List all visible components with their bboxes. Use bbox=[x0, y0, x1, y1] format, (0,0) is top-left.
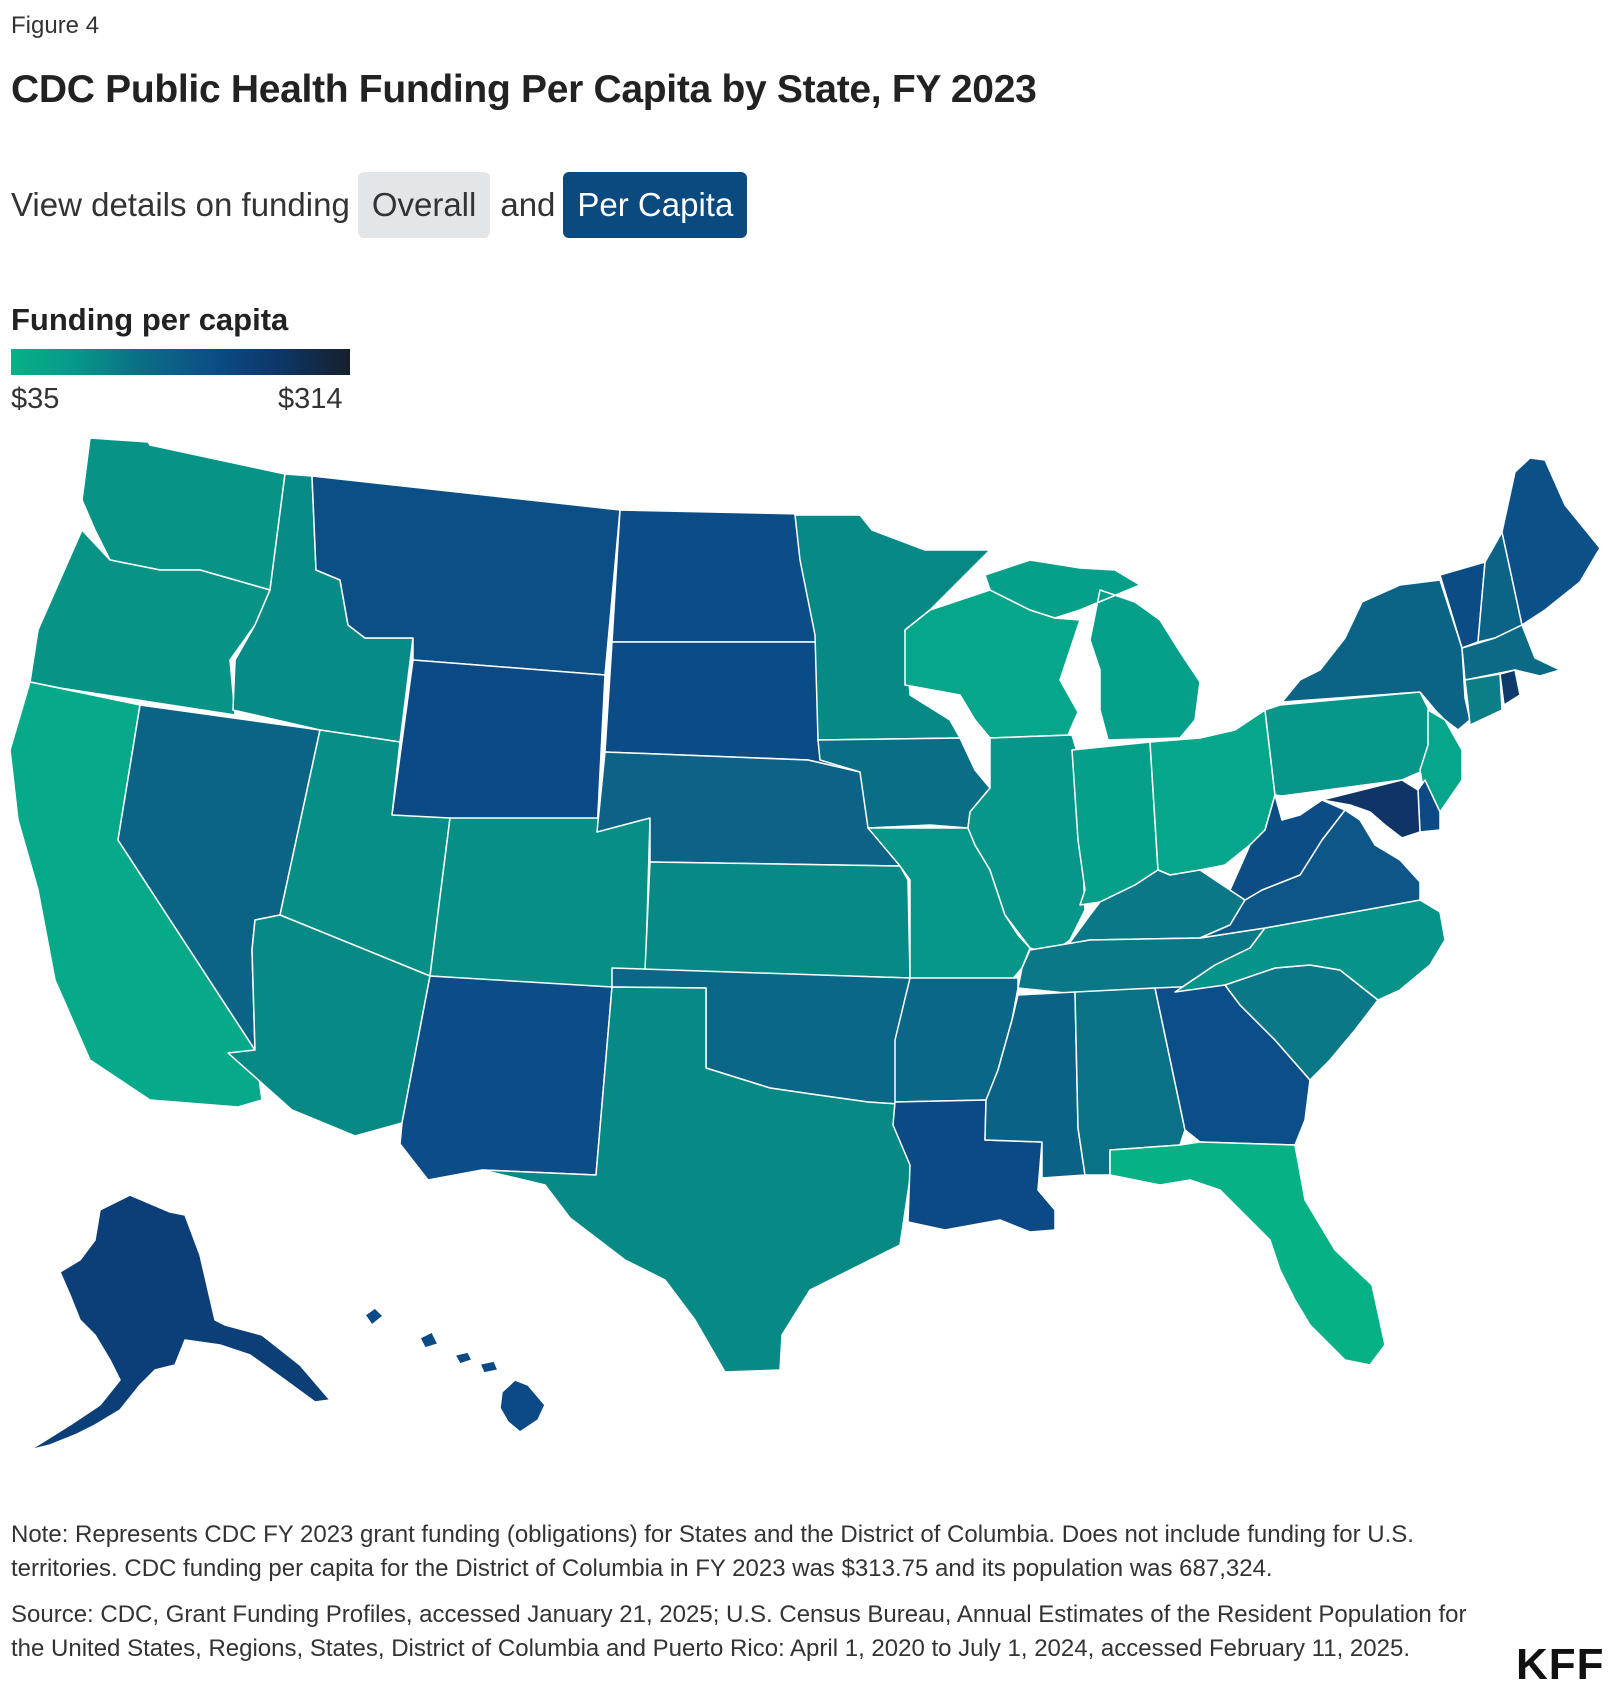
state-OR[interactable] bbox=[29, 529, 271, 716]
chart-title: CDC Public Health Funding Per Capita by … bbox=[11, 68, 1037, 111]
state-AK[interactable] bbox=[29, 1194, 331, 1451]
us-choropleth-map bbox=[9, 437, 1601, 1451]
legend-color-ramp bbox=[11, 349, 350, 375]
state-NM[interactable] bbox=[399, 975, 613, 1181]
state-KS[interactable] bbox=[644, 861, 911, 979]
legend-title: Funding per capita bbox=[11, 302, 289, 337]
state-WY[interactable] bbox=[391, 659, 606, 833]
per-capita-button[interactable]: Per Capita bbox=[563, 172, 748, 238]
state-RI[interactable] bbox=[1499, 669, 1521, 706]
legend-min-label: $35 bbox=[11, 383, 60, 415]
figure-label: Figure 4 bbox=[11, 12, 100, 39]
toggle-connector: and bbox=[500, 186, 556, 223]
toggle-prefix: View details on funding bbox=[11, 186, 350, 223]
state-MS[interactable] bbox=[984, 991, 1086, 1179]
state-CT[interactable] bbox=[1464, 673, 1503, 726]
legend-max-label: $314 bbox=[278, 383, 343, 415]
state-HI[interactable] bbox=[364, 1307, 546, 1433]
state-MT[interactable] bbox=[311, 475, 621, 676]
overall-button[interactable]: Overall bbox=[357, 172, 491, 238]
state-CO[interactable] bbox=[429, 817, 651, 993]
state-FL[interactable] bbox=[1109, 1141, 1386, 1366]
source-text: Source: CDC, Grant Funding Profiles, acc… bbox=[11, 1601, 1467, 1662]
state-DE[interactable] bbox=[1417, 779, 1441, 833]
state-TX[interactable] bbox=[481, 986, 913, 1373]
kff-logo: KFF bbox=[1516, 1640, 1605, 1689]
state-MI[interactable] bbox=[984, 559, 1201, 741]
view-toggle: View details on funding Overall and Per … bbox=[11, 172, 748, 238]
note-text: Note: Represents CDC FY 2023 grant fundi… bbox=[11, 1521, 1414, 1582]
state-PA[interactable] bbox=[1264, 691, 1431, 797]
state-MD[interactable] bbox=[1321, 779, 1421, 839]
state-NC[interactable] bbox=[1174, 899, 1446, 1001]
state-ME[interactable] bbox=[1501, 457, 1601, 626]
